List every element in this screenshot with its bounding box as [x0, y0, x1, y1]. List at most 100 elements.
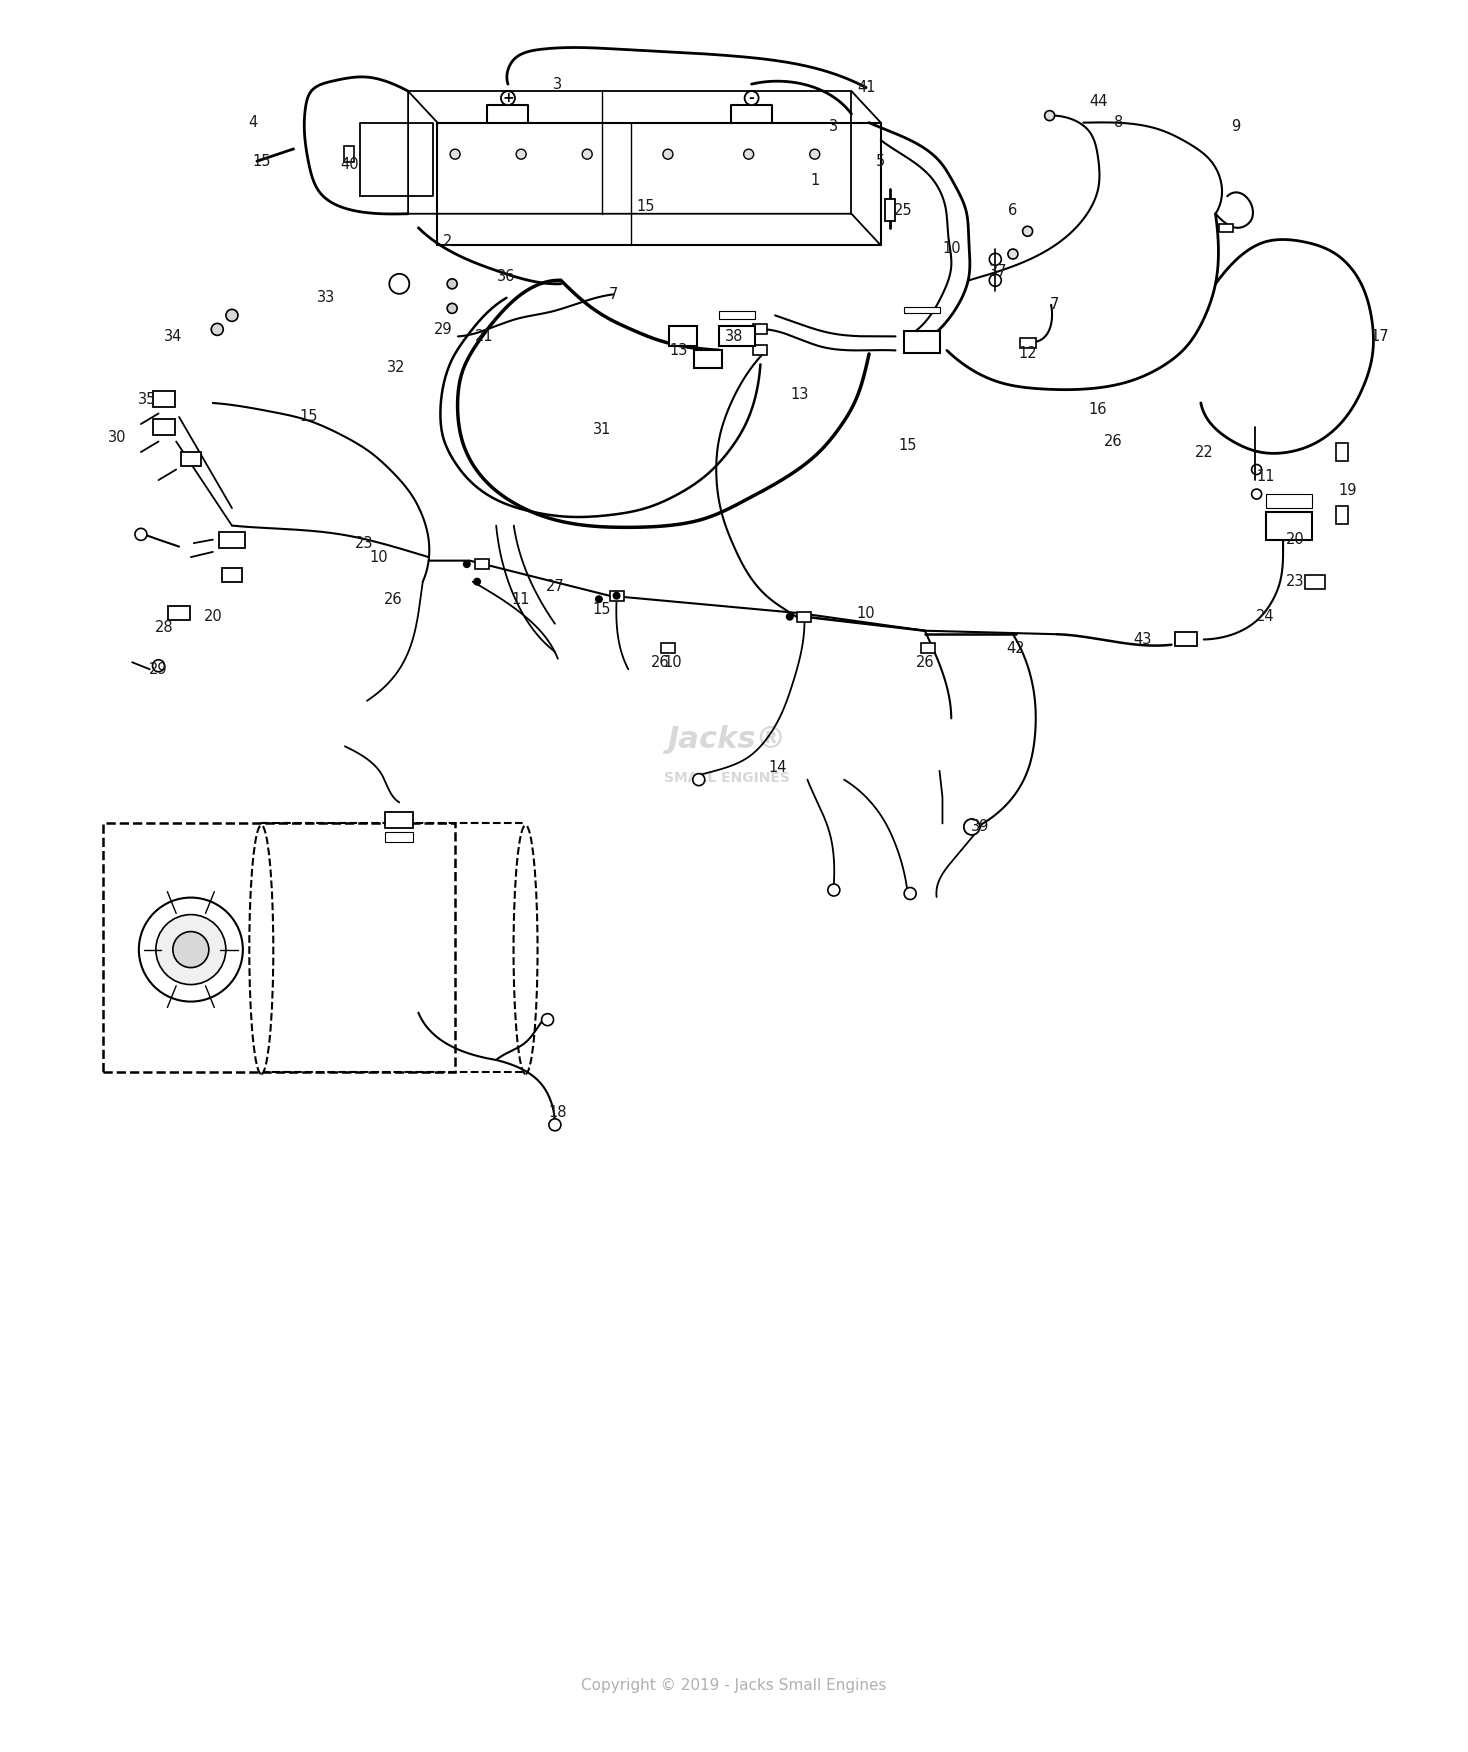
Bar: [753, 324, 768, 335]
Circle shape: [1252, 464, 1261, 475]
Circle shape: [501, 91, 515, 105]
Circle shape: [904, 888, 916, 899]
Text: 22: 22: [1195, 445, 1213, 459]
Bar: [885, 200, 894, 221]
Bar: [1336, 506, 1348, 524]
Bar: [904, 307, 940, 314]
Text: 41: 41: [857, 81, 875, 95]
Bar: [1265, 512, 1312, 540]
Bar: [345, 145, 354, 163]
Circle shape: [153, 661, 164, 671]
Circle shape: [612, 592, 621, 599]
Circle shape: [828, 885, 840, 895]
Circle shape: [744, 91, 759, 105]
Text: 15: 15: [299, 410, 317, 424]
Text: 40: 40: [341, 158, 358, 172]
Circle shape: [156, 915, 226, 985]
Text: 10: 10: [942, 242, 960, 256]
Circle shape: [473, 578, 482, 585]
Circle shape: [226, 310, 238, 321]
Text: 36: 36: [498, 270, 515, 284]
Text: 6: 6: [1009, 203, 1017, 217]
Bar: [1305, 575, 1326, 589]
Circle shape: [448, 279, 457, 289]
Text: 1: 1: [810, 173, 819, 187]
Text: Copyright © 2019 - Jacks Small Engines: Copyright © 2019 - Jacks Small Engines: [581, 1678, 887, 1692]
Circle shape: [664, 149, 672, 159]
Text: 3: 3: [829, 119, 838, 133]
Circle shape: [462, 561, 471, 568]
Circle shape: [810, 149, 819, 159]
Bar: [1265, 494, 1312, 508]
Text: 34: 34: [164, 329, 182, 343]
Circle shape: [389, 273, 410, 294]
Text: 26: 26: [652, 655, 669, 669]
Text: 17: 17: [1371, 329, 1389, 343]
Text: 28: 28: [156, 620, 173, 634]
Bar: [904, 331, 940, 352]
Text: 30: 30: [109, 431, 126, 445]
Text: 32: 32: [388, 361, 405, 375]
Circle shape: [135, 529, 147, 540]
Bar: [154, 419, 175, 436]
Bar: [385, 832, 414, 843]
Text: 39: 39: [972, 820, 989, 834]
Circle shape: [448, 303, 457, 314]
Text: 21: 21: [476, 329, 493, 343]
Bar: [753, 345, 768, 356]
Circle shape: [542, 1014, 553, 1025]
Text: 38: 38: [725, 329, 743, 343]
Text: 7: 7: [1050, 298, 1058, 312]
Circle shape: [517, 149, 526, 159]
Text: 24: 24: [1257, 610, 1274, 624]
Bar: [719, 326, 755, 347]
Text: 11: 11: [512, 592, 530, 606]
Text: 19: 19: [1339, 484, 1356, 498]
Text: 43: 43: [1133, 632, 1151, 646]
Text: 11: 11: [1257, 470, 1274, 484]
Text: 13: 13: [669, 343, 687, 357]
Bar: [693, 350, 722, 368]
Text: +: +: [502, 91, 514, 105]
Text: 15: 15: [637, 200, 655, 214]
Circle shape: [989, 275, 1001, 286]
Text: 10: 10: [370, 550, 388, 564]
Bar: [1218, 224, 1233, 231]
Text: 14: 14: [769, 760, 787, 774]
Text: 26: 26: [916, 655, 934, 669]
Bar: [1020, 338, 1035, 349]
Circle shape: [693, 774, 705, 785]
Text: 44: 44: [1089, 95, 1107, 109]
Text: 10: 10: [664, 655, 681, 669]
Text: 26: 26: [385, 592, 402, 606]
Text: 20: 20: [204, 610, 222, 624]
Text: 12: 12: [1019, 347, 1036, 361]
Text: 37: 37: [989, 265, 1007, 279]
Circle shape: [211, 324, 223, 335]
Bar: [797, 611, 812, 622]
Bar: [920, 643, 935, 653]
Circle shape: [964, 818, 979, 836]
Text: 29: 29: [435, 322, 452, 336]
Circle shape: [744, 149, 753, 159]
Text: 4: 4: [248, 116, 257, 130]
Text: 29: 29: [150, 662, 167, 676]
Circle shape: [139, 897, 242, 1002]
Bar: [222, 568, 242, 582]
Text: 27: 27: [546, 580, 564, 594]
Circle shape: [451, 149, 459, 159]
Bar: [219, 531, 245, 548]
Text: 23: 23: [355, 536, 373, 550]
Circle shape: [1045, 110, 1054, 121]
Bar: [154, 391, 175, 408]
Text: 26: 26: [1104, 434, 1122, 449]
Bar: [661, 643, 675, 653]
Circle shape: [595, 596, 603, 603]
Bar: [719, 312, 755, 319]
Bar: [169, 606, 189, 620]
Circle shape: [1252, 489, 1261, 499]
Text: 35: 35: [138, 392, 156, 406]
Text: Jacks®: Jacks®: [666, 725, 787, 753]
Text: 9: 9: [1232, 119, 1240, 133]
Text: 15: 15: [898, 438, 916, 452]
